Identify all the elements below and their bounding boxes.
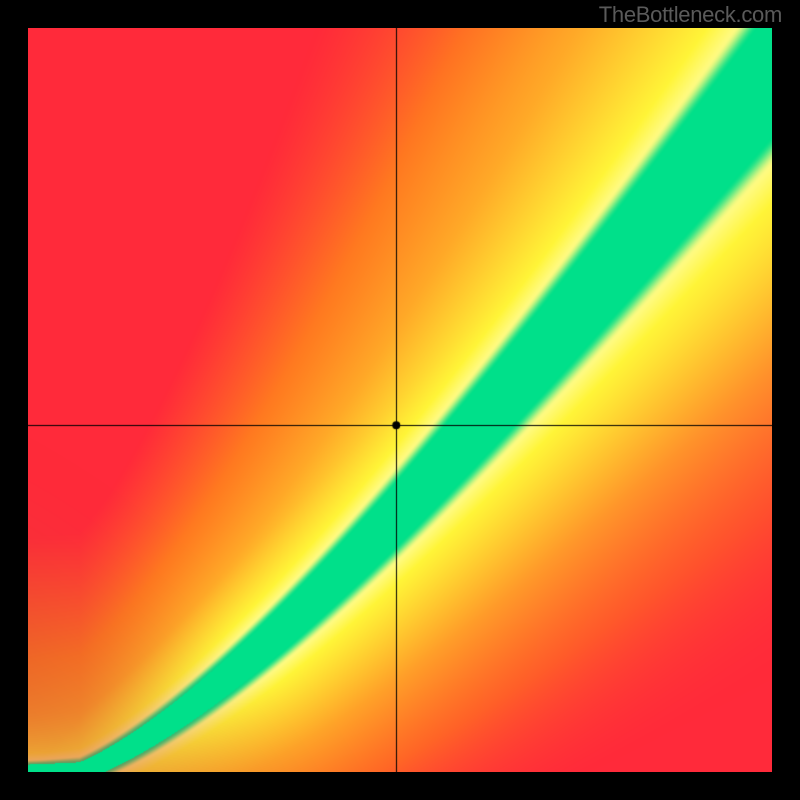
bottleneck-heatmap	[28, 28, 772, 772]
watermark-text: TheBottleneck.com	[599, 2, 782, 28]
chart-container: TheBottleneck.com	[0, 0, 800, 800]
